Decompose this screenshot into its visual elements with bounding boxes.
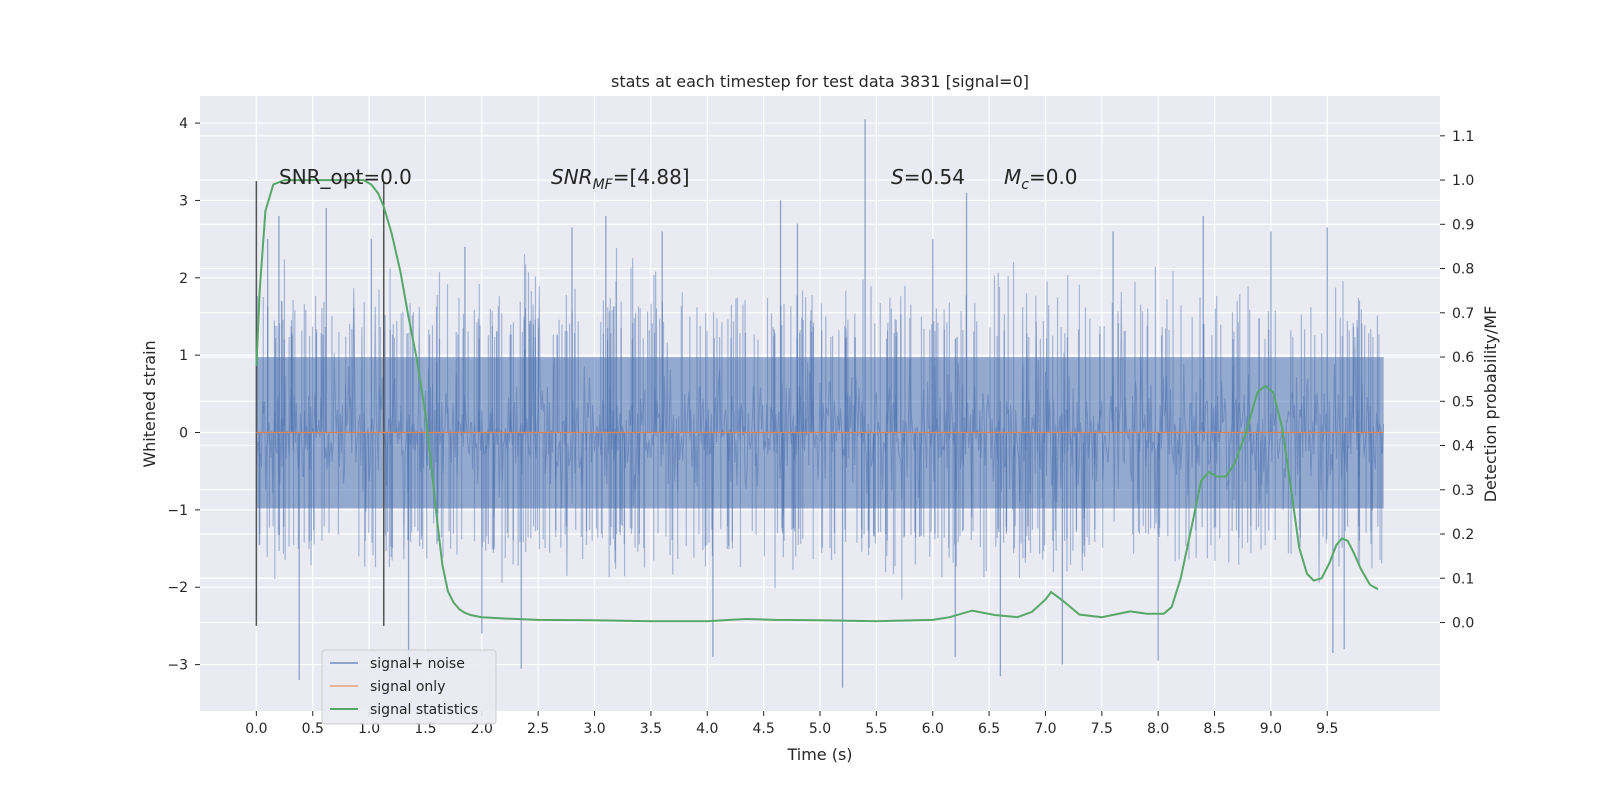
annotation-snr-mf: SNRMF=[4.88]: [551, 165, 690, 193]
y2-tick-label: 1.0: [1452, 173, 1474, 189]
legend-label-signal-statistics: signal statistics: [370, 702, 478, 718]
x-tick-label: 8.0: [1147, 721, 1169, 737]
x-tick-label: 3.5: [640, 721, 662, 737]
x-tick-label: 2.0: [471, 721, 493, 737]
x-tick-label: 6.0: [922, 721, 944, 737]
y2-tick-label: 0.3: [1452, 483, 1474, 499]
x-tick-label: 3.0: [583, 721, 605, 737]
x-tick-label: 0.5: [302, 721, 324, 737]
y2-tick-label: 0.9: [1452, 217, 1474, 233]
signal-statistics-series: [255, 179, 1379, 623]
y2-tick-label: 0.4: [1452, 439, 1474, 455]
x-tick-label: 4.5: [753, 721, 775, 737]
y-tick-label: 0: [179, 426, 188, 442]
x-tick-label: 9.0: [1260, 721, 1282, 737]
legend-label-signal-noise: signal+ noise: [370, 656, 465, 672]
y2-tick-label: 0.7: [1452, 306, 1474, 322]
mc-sub: c: [1021, 177, 1029, 193]
vertical-markers: [255, 181, 385, 626]
x-axis-ticks: 0.0 0.5 1.0 1.5 2.0 2.5 3.0 3.5 4.0 4.5 5.0 5.5 6.0 6…: [245, 711, 1338, 737]
x-tick-label: 1.0: [358, 721, 380, 737]
y-tick-label: −3: [167, 658, 188, 674]
y2-tick-label: 0.0: [1452, 616, 1474, 632]
x-tick-label: 5.5: [865, 721, 887, 737]
y2-axis-label: Detection probability/MF: [1481, 306, 1500, 503]
y-tick-label: 3: [179, 193, 188, 209]
x-tick-label: 1.5: [414, 721, 436, 737]
snr-mf-value: =[4.88]: [613, 165, 690, 189]
s-value: =0.54: [904, 165, 965, 189]
snr-mf-main: SNR: [551, 165, 593, 189]
y-tick-label: −2: [167, 580, 188, 596]
y-axis-ticks: −3 −2 −1 0 1 2 3 4: [167, 116, 200, 674]
mc-value: =0.0: [1029, 165, 1078, 189]
y2-axis-ticks: 0.0 0.1 0.2 0.3 0.4 0.5 0.6 0.7 0.8 0.9 1.0 1.1: [1440, 129, 1474, 632]
snr-mf-sub: MF: [593, 177, 614, 193]
x-tick-label: 6.5: [978, 721, 1000, 737]
y2-tick-label: 0.2: [1452, 527, 1474, 543]
y2-tick-label: 0.5: [1452, 394, 1474, 410]
mc-main: M: [1004, 165, 1021, 189]
y-tick-label: −1: [167, 503, 188, 519]
legend-label-signal-only: signal only: [370, 679, 445, 695]
chart-title: stats at each timestep for test data 383…: [611, 72, 1029, 91]
y-tick-label: 1: [179, 348, 188, 364]
x-axis-label: Time (s): [786, 745, 852, 764]
y-tick-label: 4: [179, 116, 188, 132]
x-tick-label: 7.5: [1091, 721, 1113, 737]
x-tick-label: 4.0: [696, 721, 718, 737]
y2-tick-label: 0.1: [1452, 571, 1474, 587]
y2-tick-label: 1.1: [1452, 129, 1474, 145]
legend-box: [321, 649, 497, 725]
y2-tick-label: 0.6: [1452, 350, 1474, 366]
noise-trace: [255, 286, 1385, 584]
y-axis-label: Whitened strain: [140, 340, 159, 467]
y-tick-label: 2: [179, 271, 188, 287]
annotation-mc: Mc=0.0: [1004, 165, 1078, 193]
annotation-snr-opt: SNR_opt=0.0: [279, 165, 412, 189]
x-tick-label: 8.5: [1203, 721, 1225, 737]
x-tick-label: 7.0: [1034, 721, 1056, 737]
annotation-s: S=0.54: [891, 165, 965, 189]
x-tick-label: 9.5: [1316, 721, 1338, 737]
x-tick-label: 5.0: [809, 721, 831, 737]
x-tick-label: 2.5: [527, 721, 549, 737]
x-tick-label: 0.0: [245, 721, 267, 737]
s-main: S: [891, 165, 904, 189]
y2-tick-label: 0.8: [1452, 262, 1474, 278]
legend: signal+ noise signal only signal statist…: [321, 649, 497, 725]
